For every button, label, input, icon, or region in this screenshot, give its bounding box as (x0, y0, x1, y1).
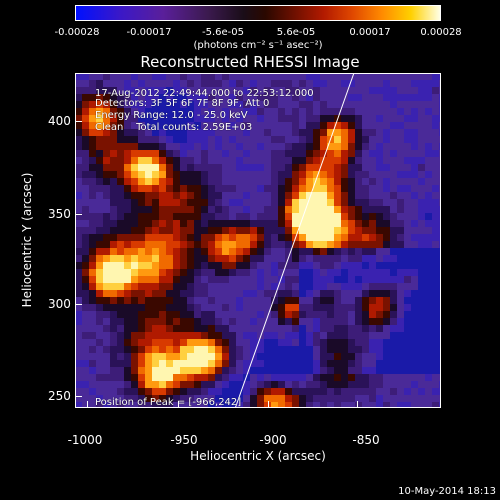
colorbar-tick: 0.00017 (349, 27, 391, 38)
colorbar-units: (photons cm⁻² s⁻¹ asec⁻²) (193, 40, 323, 51)
x-tick-label: -850 (352, 433, 380, 447)
info-time-range: 17-Aug-2012 22:49:44.000 to 22:53:12.000 (95, 88, 314, 99)
y-tick-mark (75, 214, 82, 215)
y-tick-label: 350 (48, 207, 71, 221)
colorbar (75, 5, 441, 21)
timestamp: 10-May-2014 18:13 (398, 486, 496, 497)
colorbar-gradient (76, 6, 440, 20)
colorbar-tick: 0.00028 (420, 27, 462, 38)
image-map (75, 73, 441, 408)
y-axis-label: Heliocentric Y (arcsec) (20, 172, 34, 308)
x-tick-mark (87, 401, 88, 408)
info-detectors: Detectors: 3F 5F 6F 7F 8F 9F, Att 0 (95, 98, 270, 109)
info-energy-range: Energy Range: 12.0 - 25.0 keV (95, 110, 248, 121)
y-tick-mark (75, 396, 82, 397)
x-tick-mark (178, 401, 179, 408)
x-tick-label: -950 (170, 433, 198, 447)
y-tick-label: 250 (48, 389, 71, 403)
x-axis-label: Heliocentric X (arcsec) (190, 449, 326, 463)
colorbar-tick: 5.6e-05 (276, 27, 316, 38)
image-title: Reconstructed RHESSI Image (140, 53, 360, 71)
y-tick-mark (75, 304, 82, 305)
reconstructed-image (75, 73, 441, 408)
colorbar-tick: -0.00028 (54, 27, 100, 38)
info-peak-position: Position of Peak = [-966,242] (95, 397, 242, 408)
y-tick-label: 400 (48, 114, 71, 128)
info-total-counts: Clean Total counts: 2.59E+03 (95, 122, 253, 133)
y-tick-label: 300 (48, 297, 71, 311)
x-tick-label: -1000 (67, 433, 103, 447)
x-tick-mark (357, 401, 358, 408)
x-tick-label: -900 (259, 433, 287, 447)
colorbar-tick: -5.6e-05 (202, 27, 244, 38)
colorbar-tick: -0.00017 (126, 27, 172, 38)
y-tick-mark (75, 121, 82, 122)
solar-limb-line (234, 73, 355, 408)
x-tick-mark (268, 401, 269, 408)
